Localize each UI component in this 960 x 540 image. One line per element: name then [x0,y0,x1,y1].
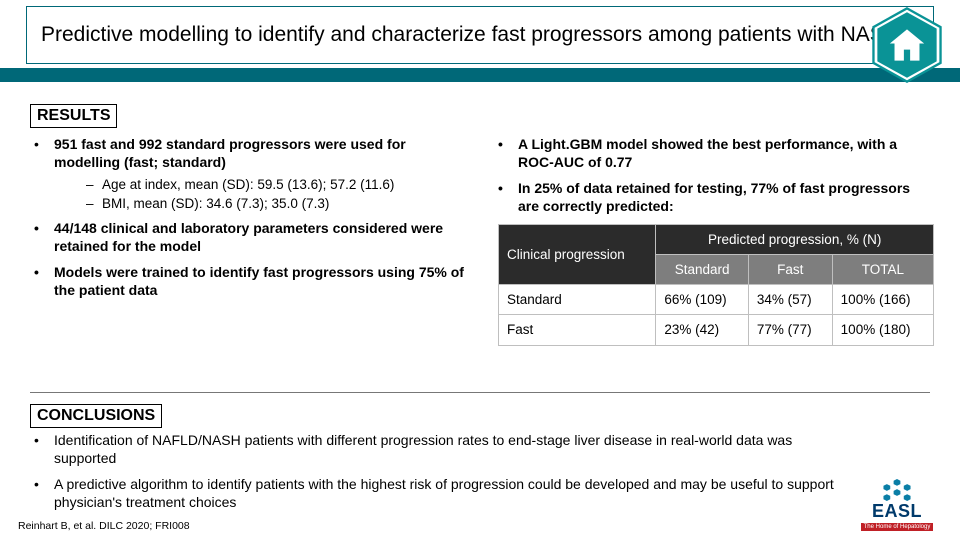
slide-title: Predictive modelling to identify and cha… [41,23,899,47]
cluster-icon [880,479,914,501]
bullet: 951 fast and 992 standard progressors we… [30,136,466,212]
bullet: A predictive algorithm to identify patie… [30,476,840,512]
table-row: Fast 23% (42) 77% (77) 100% (180) [499,315,934,345]
table-cell: 100% (166) [832,285,933,315]
divider [30,392,930,393]
bullet-text: 951 fast and 992 standard progressors we… [54,136,406,170]
table-header: Clinical progression [499,224,656,285]
bullet: Models were trained to identify fast pro… [30,264,466,300]
bullet: Identification of NAFLD/NASH patients wi… [30,432,840,468]
section-label-conclusions: CONCLUSIONS [30,404,162,428]
bullet: In 25% of data retained for testing, 77%… [494,180,930,216]
title-box: Predictive modelling to identify and cha… [26,6,934,64]
table-row: Standard 66% (109) 34% (57) 100% (166) [499,285,934,315]
sub-bullet: BMI, mean (SD): 34.6 (7.3); 35.0 (7.3) [54,195,466,212]
conclusions-body: Identification of NAFLD/NASH patients wi… [30,432,840,520]
easl-text: EASL [872,501,922,522]
table-header: Predicted progression, % (N) [656,224,934,254]
easl-logo: EASL The Home of Hepatology [852,478,942,532]
citation: Reinhart B, et al. DILC 2020; FRI008 [18,520,190,532]
table-cell: 34% (57) [748,285,832,315]
section-label-results: RESULTS [30,104,117,128]
table-cell: Fast [499,315,656,345]
progression-table: Clinical progression Predicted progressi… [498,224,934,346]
table-cell: 23% (42) [656,315,749,345]
table-cell: 77% (77) [748,315,832,345]
table-cell: Standard [499,285,656,315]
home-icon [868,6,946,84]
results-body: 951 fast and 992 standard progressors we… [30,136,930,346]
bullet: 44/148 clinical and laboratory parameter… [30,220,466,256]
sub-bullet: Age at index, mean (SD): 59.5 (13.6); 57… [54,176,466,193]
table-cell: 100% (180) [832,315,933,345]
table-cell: 66% (109) [656,285,749,315]
header-bar [0,68,960,82]
slide-root: Predictive modelling to identify and cha… [0,0,960,540]
table-subheader: TOTAL [832,254,933,284]
results-col-right: A Light.GBM model showed the best perfor… [494,136,930,346]
bullet: A Light.GBM model showed the best perfor… [494,136,930,172]
results-col-left: 951 fast and 992 standard progressors we… [30,136,466,346]
easl-sub: The Home of Hepatology [861,523,934,531]
table-subheader: Standard [656,254,749,284]
table-subheader: Fast [748,254,832,284]
